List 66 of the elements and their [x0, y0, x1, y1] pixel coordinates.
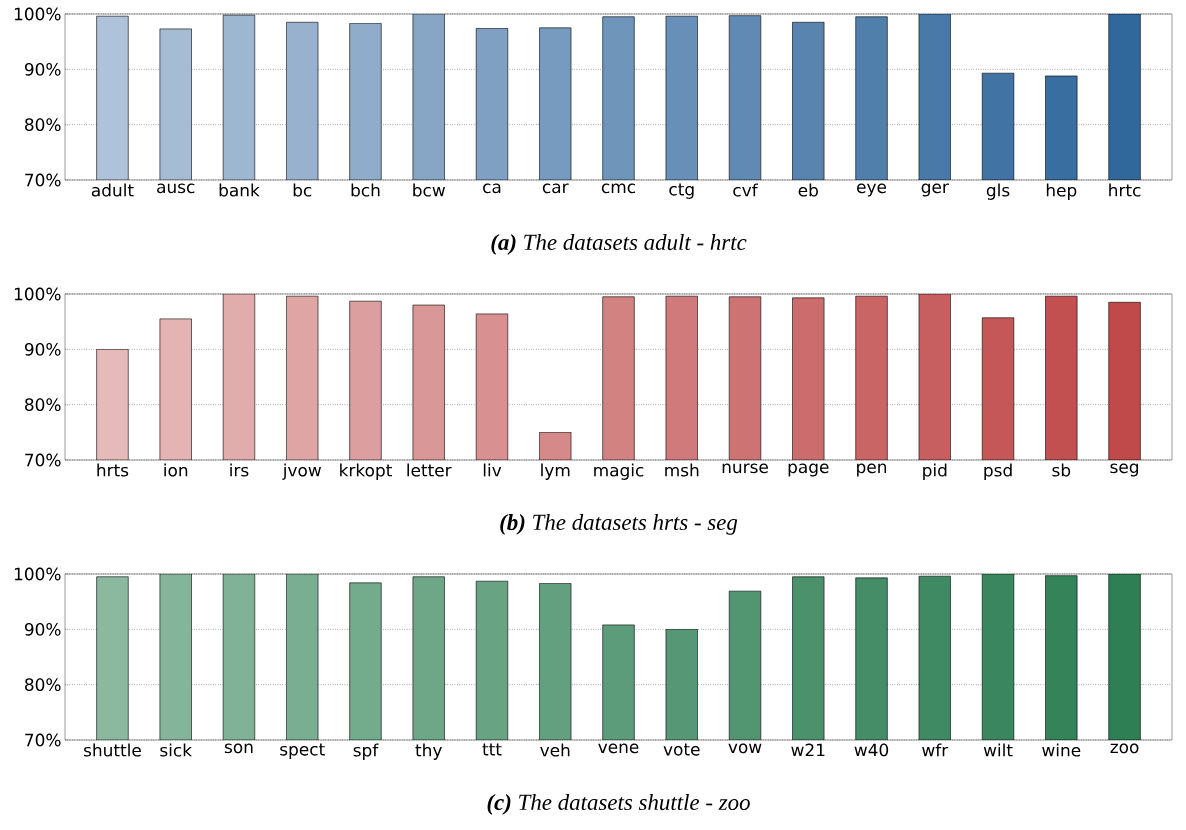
x-tick-label: magic: [594, 463, 644, 480]
x-tick-label: vow: [728, 743, 762, 754]
x-tick-label: letter: [407, 463, 452, 477]
x-tick-label: msh: [665, 463, 699, 477]
x-tick-label: wilt: [983, 743, 1013, 757]
x-tick-label: wine: [1042, 743, 1081, 757]
x-tick-label: eb: [798, 183, 818, 197]
x-tick-label: ion: [164, 463, 188, 477]
y-tick-label: 100%: [14, 287, 61, 301]
x-tick-label: ctg: [669, 183, 694, 199]
x-tick-label: hep: [1046, 183, 1077, 200]
y-tick-label: 80%: [25, 118, 61, 132]
y-tick-label: 90%: [24, 622, 61, 636]
text: (c) The datasets shuttle - zoo: [487, 793, 750, 815]
y-tick-label: 100%: [14, 7, 61, 21]
x-tick-label: vene: [598, 743, 639, 754]
x-tick-label: son: [224, 743, 253, 754]
y-tick-label: 90%: [24, 342, 61, 356]
x-tick-label: spf: [353, 743, 379, 760]
x-tick-label: irs: [230, 463, 249, 477]
x-tick-label: lym: [541, 463, 570, 480]
x-tick-label: sick: [160, 743, 192, 757]
x-tick-label: psd: [984, 463, 1012, 480]
text: (b) The datasets hrts - seg: [500, 513, 738, 535]
x-tick-label: cvf: [733, 183, 758, 197]
text: (a) The datasets adult - hrtc: [491, 233, 747, 255]
x-tick-label: adult: [91, 183, 134, 197]
x-tick-label: w21: [791, 743, 825, 757]
x-tick-label: bc: [293, 183, 312, 197]
x-tick-label: wfr: [922, 743, 949, 757]
x-tick-label: w40: [854, 743, 889, 757]
y-tick-label: 100%: [14, 567, 61, 581]
x-tick-label: ausc: [157, 183, 195, 194]
x-tick-label: krkopt: [340, 463, 392, 480]
x-tick-label: page: [788, 463, 829, 477]
x-tick-label: car: [542, 183, 569, 194]
y-tick-label: 90%: [24, 62, 61, 76]
x-tick-label: ger: [921, 183, 949, 197]
x-tick-label: bcw: [413, 183, 445, 197]
x-tick-label: gls: [986, 183, 1010, 200]
x-tick-label: zoo: [1110, 743, 1139, 754]
x-tick-label: sb: [1052, 463, 1071, 477]
x-tick-label: hrtc: [1109, 183, 1141, 197]
x-tick-label: ttt: [482, 743, 502, 756]
x-tick-label: spect: [280, 743, 325, 759]
x-tick-label: bch: [351, 183, 380, 197]
x-tick-label: vote: [663, 743, 700, 756]
x-tick-label: liv: [483, 463, 502, 477]
x-tick-label: ca: [483, 183, 501, 194]
x-tick-label: seg: [1110, 463, 1139, 477]
x-tick-label: pen: [857, 463, 887, 477]
y-tick-label: 70%: [25, 173, 61, 187]
x-tick-label: eye: [857, 183, 887, 197]
x-tick-label: veh: [540, 743, 570, 757]
x-tick-label: pid: [923, 463, 947, 480]
y-tick-label: 80%: [25, 398, 61, 412]
x-tick-label: hrts: [97, 463, 129, 477]
x-tick-label: shuttle: [84, 743, 141, 757]
y-tick-label: 70%: [25, 453, 61, 467]
x-tick-label: bank: [219, 183, 260, 197]
x-tick-label: jvow: [282, 463, 321, 480]
x-tick-label: cmc: [601, 183, 636, 194]
y-tick-label: 80%: [25, 678, 61, 692]
x-tick-label: thy: [415, 743, 442, 760]
y-tick-label: 70%: [25, 733, 61, 747]
x-tick-label: nurse: [722, 463, 768, 474]
